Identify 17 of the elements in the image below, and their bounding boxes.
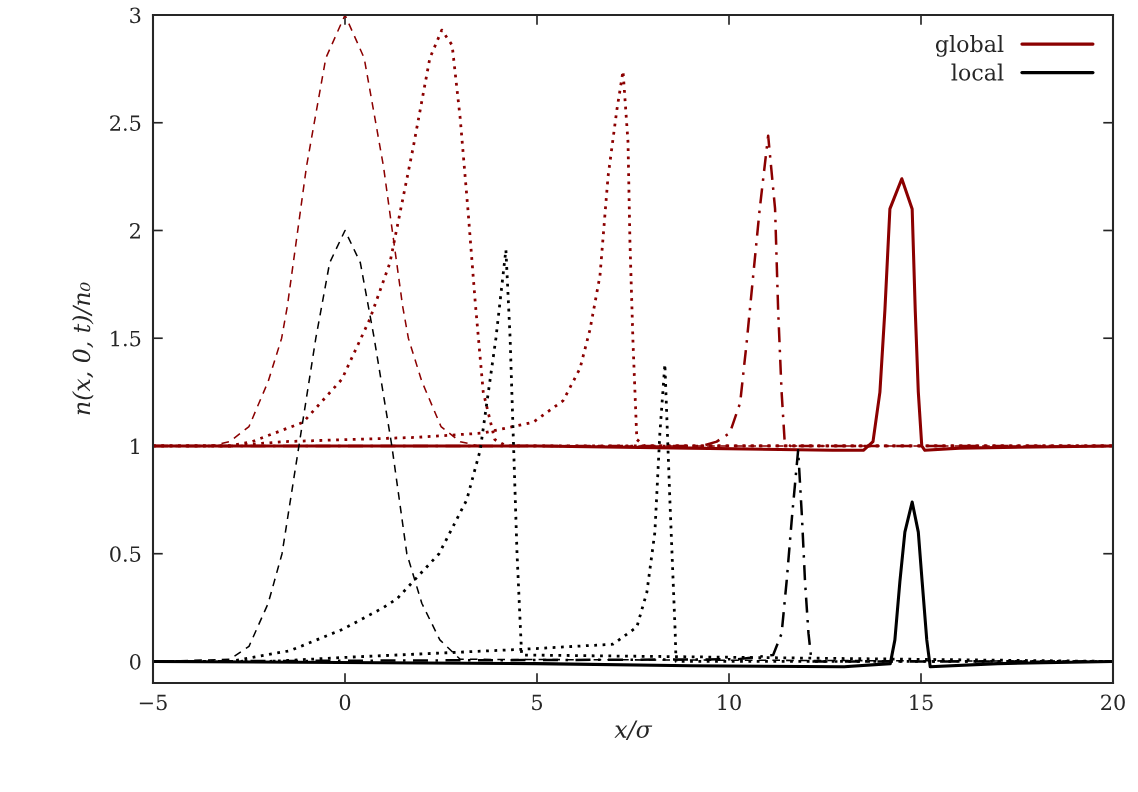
x-axis-title: x/σ: [614, 720, 653, 740]
y-tick-label: 1.5: [111, 330, 141, 347]
x-tick-label: 0: [339, 694, 351, 711]
y-tick-label: 0: [130, 653, 141, 670]
y-tick-label: 1: [131, 438, 139, 454]
y-axis-title: n(x, 0, t)/n₀: [72, 282, 94, 415]
y-tick-label: 2.5: [110, 115, 141, 131]
x-tick-label: 10: [718, 694, 741, 711]
x-tick-label: 5: [532, 694, 543, 711]
x-tick-label: −5: [139, 694, 167, 711]
y-tick-label: 3: [130, 7, 141, 24]
y-tick-label: 0.5: [110, 546, 141, 562]
x-tick-label: 20: [1101, 694, 1125, 711]
legend-label: local: [951, 63, 1004, 81]
y-tick-label: 2: [130, 222, 140, 239]
x-tick-label: 15: [910, 694, 933, 711]
legend-label: global: [935, 35, 1004, 57]
